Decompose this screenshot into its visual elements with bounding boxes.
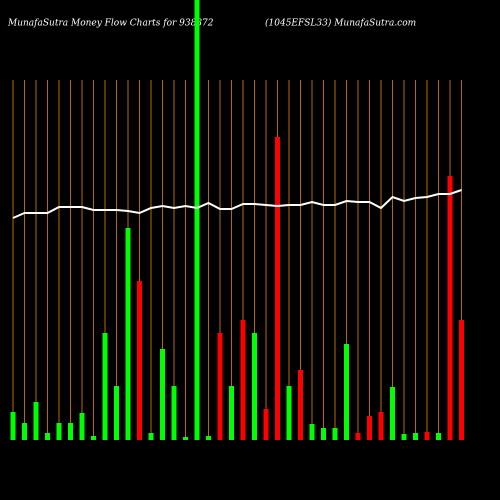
- bar: [114, 386, 119, 440]
- bar: [102, 333, 108, 440]
- bar: [390, 387, 395, 440]
- bar: [33, 402, 39, 440]
- bar: [321, 428, 326, 440]
- bar: [10, 412, 16, 440]
- bar: [309, 424, 315, 440]
- bar: [217, 333, 223, 440]
- bar: [194, 0, 200, 440]
- bar: [137, 281, 142, 440]
- bar: [56, 423, 62, 440]
- bar: [22, 423, 27, 440]
- bar: [367, 416, 372, 440]
- bar: [275, 137, 280, 440]
- bar: [206, 436, 211, 440]
- bar: [424, 432, 430, 440]
- bar: [148, 433, 154, 440]
- bar: [355, 433, 361, 440]
- money-flow-line: [12, 189, 462, 219]
- bar: [344, 344, 349, 440]
- bar: [378, 412, 384, 440]
- bar: [298, 370, 303, 440]
- bar: [401, 434, 407, 440]
- bar: [240, 320, 246, 440]
- bar: [183, 437, 188, 440]
- bar: [160, 349, 165, 440]
- bar: [45, 433, 50, 440]
- bar: [171, 386, 177, 440]
- bar: [413, 433, 418, 440]
- bar: [252, 333, 257, 440]
- bar: [332, 428, 338, 440]
- bar: [125, 228, 131, 440]
- chart-title: MunafaSutra Money Flow Charts for 938372: [7, 19, 214, 29]
- bar: [229, 386, 234, 440]
- bar: [68, 423, 73, 440]
- bar: [436, 433, 441, 440]
- bar: [447, 176, 453, 440]
- bar: [286, 386, 292, 440]
- bar: [79, 413, 85, 440]
- chart-subtitle: (1045EFSL33) MunafaSutra.com: [265, 18, 416, 29]
- bar: [459, 320, 464, 440]
- bar: [263, 409, 269, 440]
- bar: [91, 436, 96, 440]
